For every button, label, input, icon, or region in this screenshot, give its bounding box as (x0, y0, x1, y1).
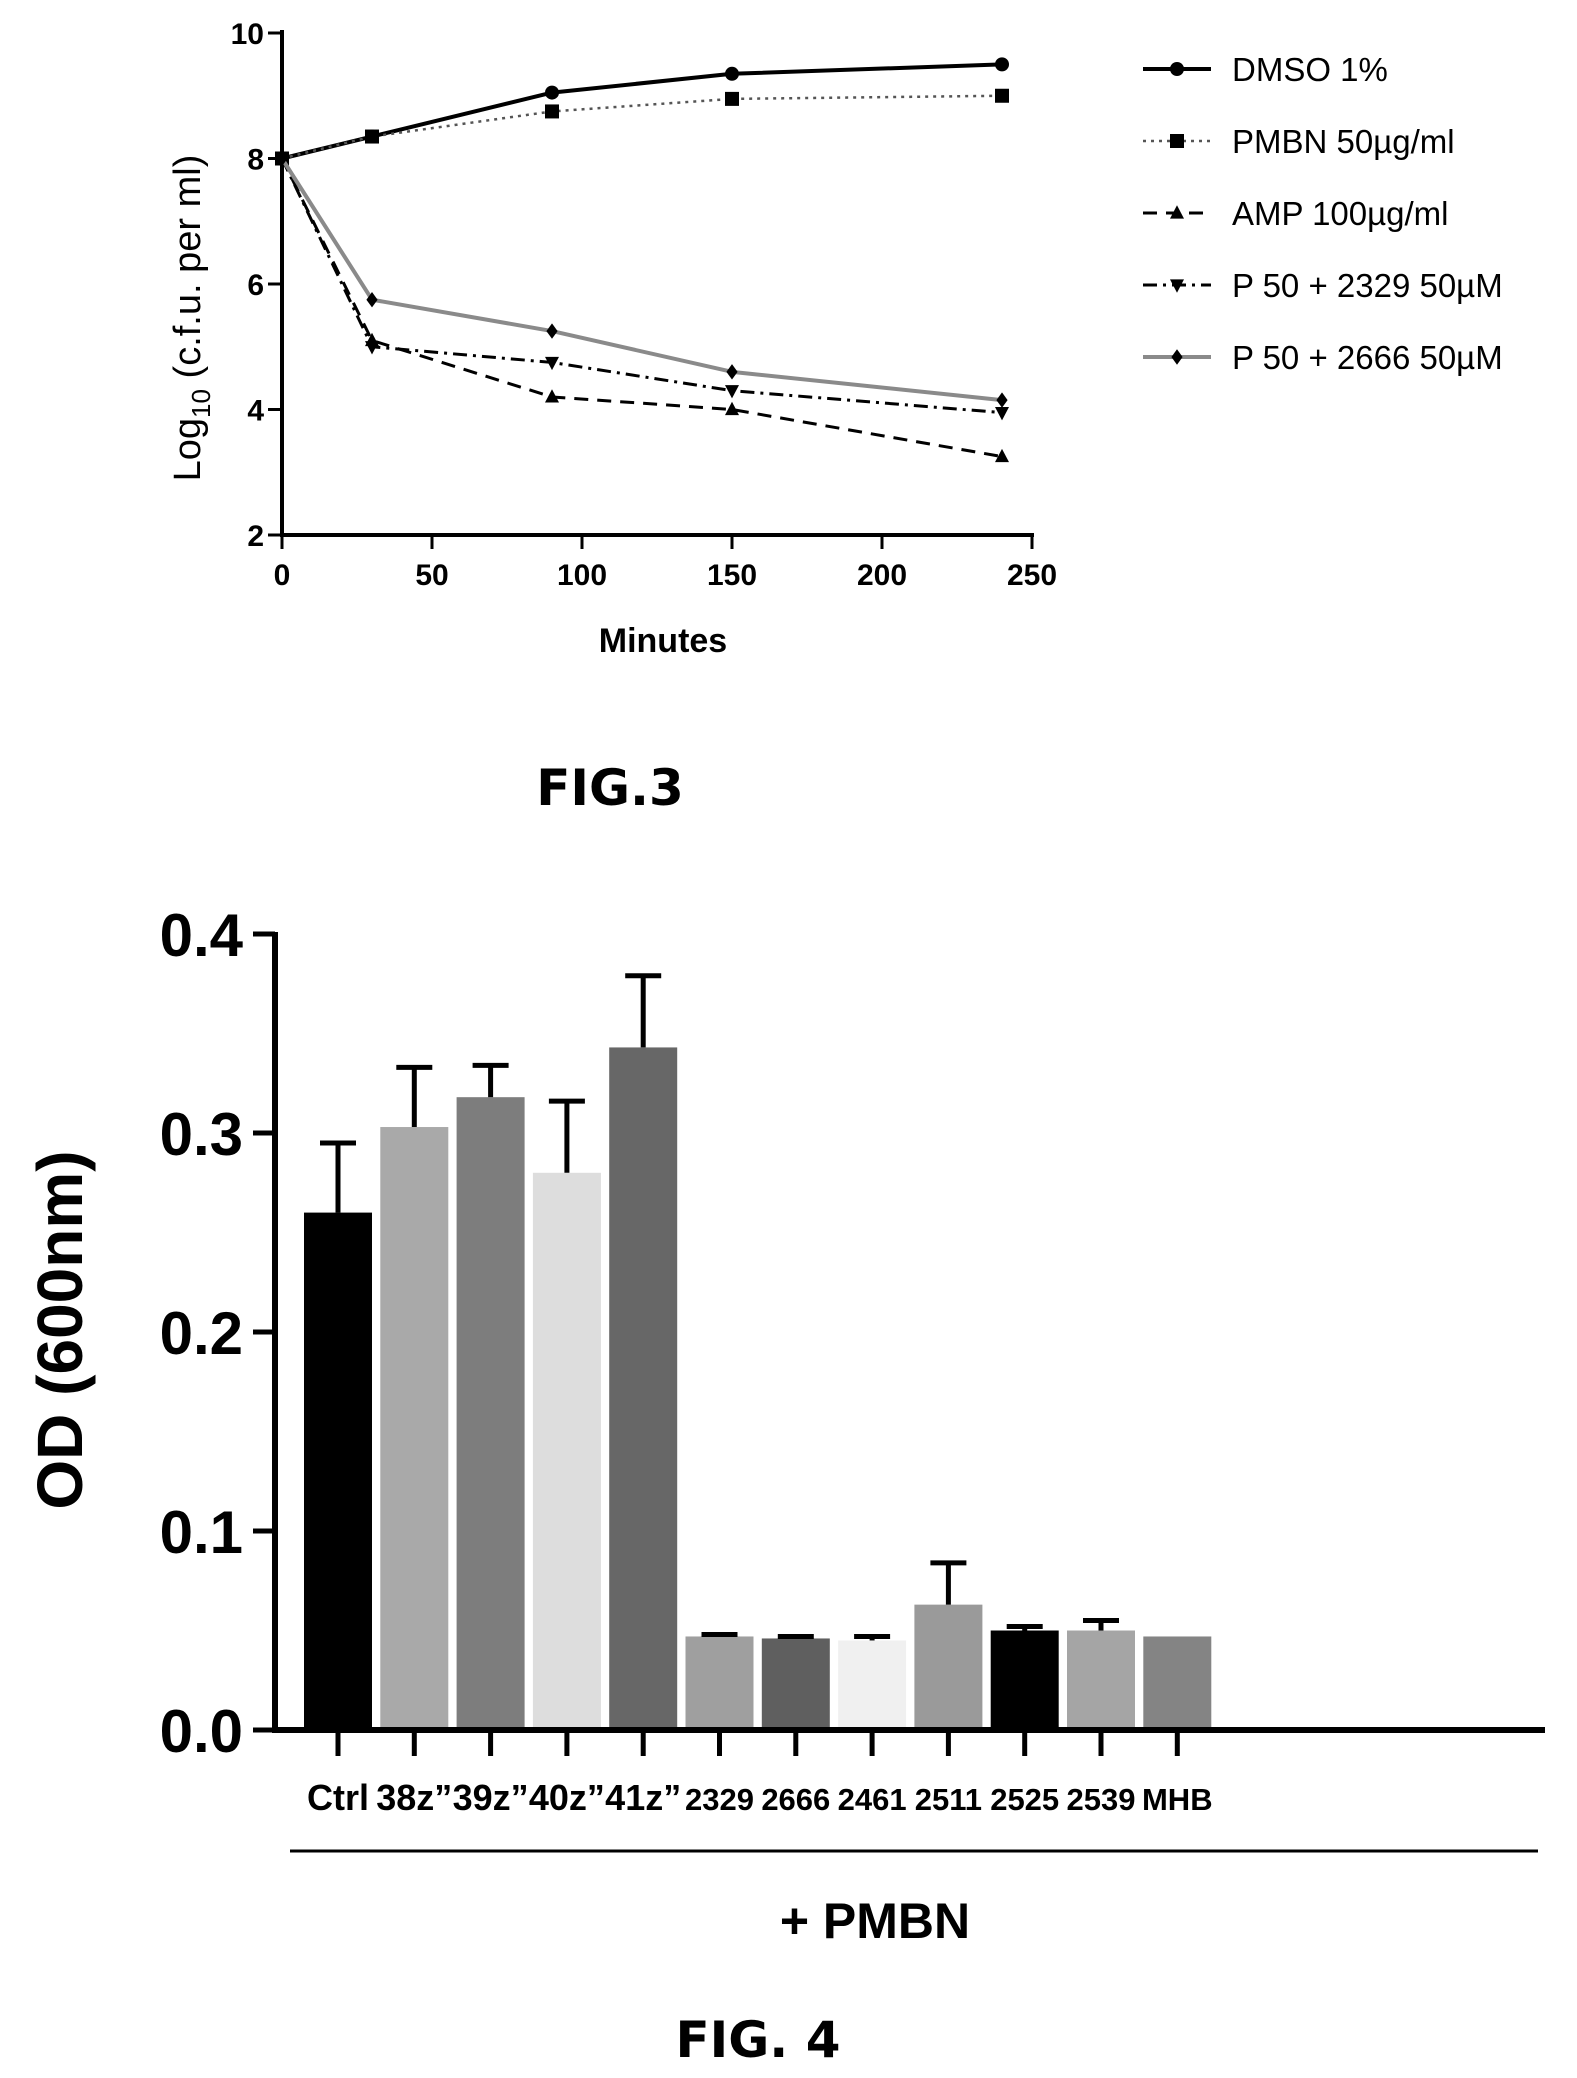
fig4-x-tick-label: Ctrl (307, 1777, 369, 1818)
fig4-y-tick-label: 0.1 (160, 1499, 243, 1566)
fig3-x-tick-label: 50 (415, 559, 448, 592)
fig3-data-point (545, 85, 559, 100)
fig4-bar (990, 1630, 1059, 1730)
fig4-x-tick-label: 2525 (990, 1782, 1059, 1817)
fig4-x-tick-label: 2511 (915, 1782, 982, 1817)
fig4-bar (685, 1636, 754, 1730)
fig3-y-tick-label: 8 (247, 144, 264, 177)
fig4-y-axis-label: OD (600nm) (24, 1150, 96, 1509)
fig4-x-tick-label: 2666 (761, 1782, 830, 1817)
fig4-x-tick-label: 2329 (685, 1782, 754, 1817)
fig3-series-line-4 (280, 157, 1003, 403)
fig3-series-line-2 (280, 157, 1003, 459)
fig4-x-tick-label: 39z” (453, 1777, 529, 1818)
fig3-x-tick-label: 150 (707, 559, 757, 592)
fig3-y-label-suffix: (c.f.u. per ml) (167, 155, 209, 389)
fig3-legend-marker-2 (1170, 205, 1184, 219)
fig3-data-point (725, 385, 739, 399)
fig3-data-point (725, 401, 739, 416)
fig3-data-point (725, 66, 739, 81)
fig3-data-point (365, 129, 379, 144)
fig3-y-tick-label: 4 (247, 395, 264, 428)
fig3-y-axis-label: Log10 (c.f.u. per ml) (167, 155, 216, 482)
fig3-legend: DMSO 1% PMBN 50µg/ml AMP 100µg/ml P 50 + 23… (1143, 51, 1503, 376)
fig3-x-axis-label: Minutes (599, 622, 727, 660)
fig4-x-tick-label: 2461 (838, 1782, 907, 1817)
fig3-data-point (995, 407, 1009, 421)
fig4-bar (532, 1172, 601, 1730)
fig4-group-label: + PMBN (780, 1893, 970, 1949)
fig3-legend-marker-3 (1170, 279, 1184, 293)
fig3-data-point (545, 104, 559, 119)
fig3-legend-label-2: AMP 100µg/ml (1232, 195, 1449, 232)
fig3-legend-marker-4 (1171, 349, 1183, 365)
fig4-bar (609, 1047, 678, 1730)
fig3-y-label-subscript: 10 (186, 389, 216, 418)
fig4-bar (761, 1638, 830, 1730)
fig3-data-point (725, 91, 739, 106)
fig3-data-point (726, 364, 738, 380)
fig4-bar (456, 1097, 525, 1730)
fig3-x-tick-label: 0 (274, 559, 291, 592)
fig3-data-point (366, 291, 378, 308)
fig4-y-tick-label: 0.0 (160, 1698, 243, 1765)
fig4-x-tick-label: 40z” (529, 1777, 605, 1818)
fig3-x-tick-label: 200 (857, 559, 907, 592)
fig3-series-layer (275, 57, 1009, 463)
fig3-y-tick-label: 2 (247, 520, 264, 553)
fig3-x-tick-label: 100 (557, 559, 607, 592)
fig4-bar (304, 1212, 372, 1730)
fig3-legend-label-1: PMBN 50µg/ml (1232, 123, 1455, 160)
fig3-data-point (995, 57, 1009, 72)
fig3-caption: FIG.3 (536, 759, 684, 817)
fig3-y-tick-label: 10 (231, 18, 264, 51)
fig4-x-tick-label: 41z” (605, 1777, 681, 1818)
fig3-legend-marker-0 (1170, 62, 1184, 76)
fig4-x-tick-label: 2539 (1067, 1782, 1136, 1817)
fig4-bar (1143, 1636, 1212, 1730)
fig3-series-line-1 (281, 94, 1003, 160)
fig4-bar (838, 1640, 907, 1730)
fig3-data-point (365, 341, 379, 355)
fig3-data-point (995, 88, 1009, 103)
fig3-x-tick-label: 250 (1007, 559, 1057, 592)
fig3-legend-label-3: P 50 + 2329 50µM (1232, 267, 1503, 304)
fig3-legend-label-4: P 50 + 2666 50µM (1232, 339, 1503, 376)
fig3-data-point (545, 389, 559, 403)
fig4-y-tick-label: 0.2 (160, 1300, 243, 1367)
fig4-x-tick-label: 38z” (376, 1777, 452, 1818)
fig3-data-point (546, 323, 558, 339)
fig4-x-tick-label: MHB (1142, 1782, 1213, 1817)
fig3-series-line-0 (281, 62, 1003, 161)
fig3-data-point (276, 150, 288, 167)
fig3-legend-label-0: DMSO 1% (1232, 51, 1388, 88)
fig4-bars-layer (304, 973, 1212, 1730)
fig4-caption: FIG. 4 (676, 2011, 841, 2069)
fig3-data-point (995, 448, 1009, 463)
fig4-bar (380, 1127, 449, 1730)
fig3-legend-marker-1 (1170, 134, 1184, 148)
fig4-bar (1067, 1630, 1135, 1730)
fig3-y-label-prefix: Log (167, 418, 209, 481)
fig4-y-tick-label: 0.3 (160, 1101, 243, 1168)
fig4-y-tick-label: 0.4 (160, 902, 244, 969)
fig3-series-line-3 (280, 157, 1003, 415)
fig3-data-point (996, 392, 1008, 408)
fig4-bar (914, 1604, 983, 1730)
fig3-data-point (545, 356, 559, 371)
fig3-y-tick-label: 6 (247, 269, 264, 302)
